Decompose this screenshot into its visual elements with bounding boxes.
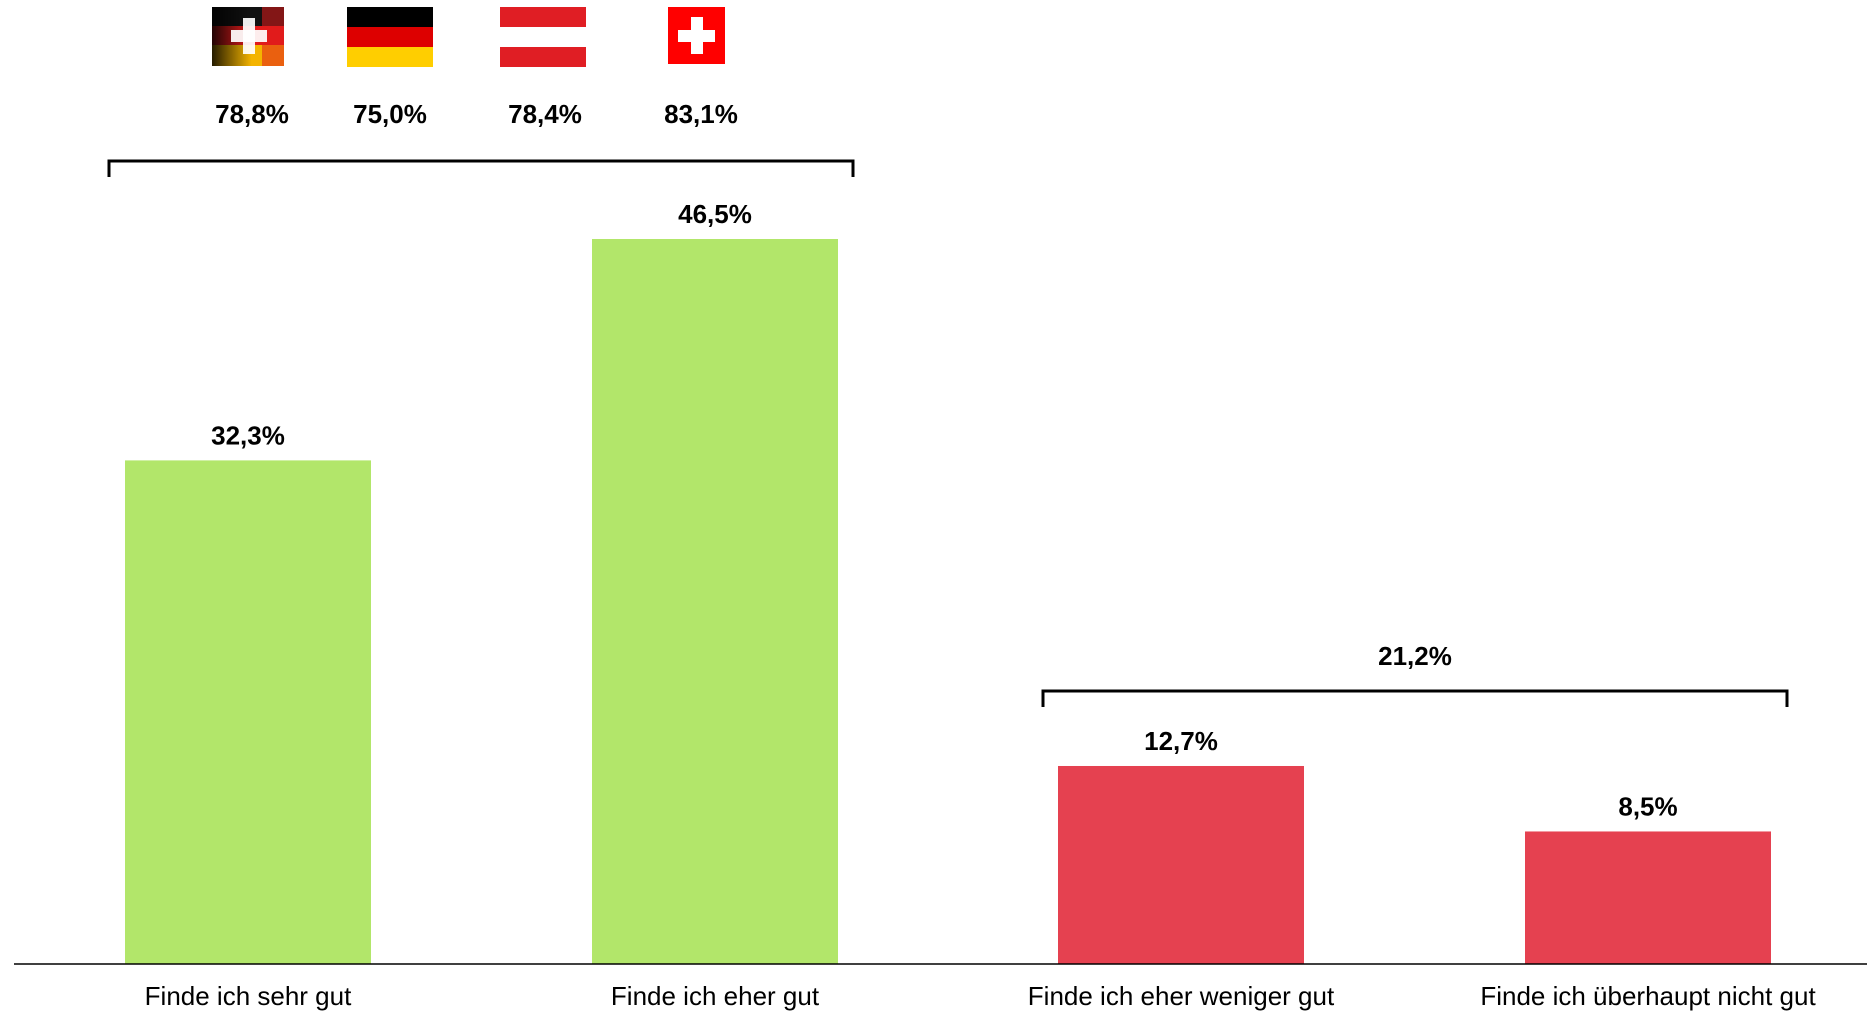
group-bracket-negative: [1041, 689, 1789, 707]
x-tick-label: Finde ich eher weniger gut: [1028, 981, 1335, 1011]
x-tick-label: Finde ich eher gut: [611, 981, 820, 1011]
data-label: 8,5%: [1618, 791, 1677, 821]
switzerland-flag-icon: [668, 7, 725, 64]
data-label: 46,5%: [678, 199, 752, 229]
bar: [125, 460, 371, 964]
germany-flag-icon: [347, 7, 433, 67]
country-value-label: 78,4%: [508, 99, 582, 129]
bar: [1525, 831, 1771, 964]
bar: [592, 239, 838, 964]
country-value-label: 83,1%: [664, 99, 738, 129]
austria-flag-icon: [500, 7, 586, 67]
swiss-german-mixed-flag-icon: [212, 7, 284, 66]
country-value-label: 78,8%: [215, 99, 289, 129]
group-total-label: 21,2%: [1378, 641, 1452, 671]
country-value-label: 75,0%: [353, 99, 427, 129]
bar: [1058, 765, 1304, 964]
data-label: 12,7%: [1144, 726, 1218, 756]
group-bracket-positive: [107, 159, 855, 177]
x-tick-label: Finde ich sehr gut: [145, 981, 352, 1011]
x-tick-label: Finde ich überhaupt nicht gut: [1480, 981, 1816, 1011]
data-label: 32,3%: [211, 420, 285, 450]
